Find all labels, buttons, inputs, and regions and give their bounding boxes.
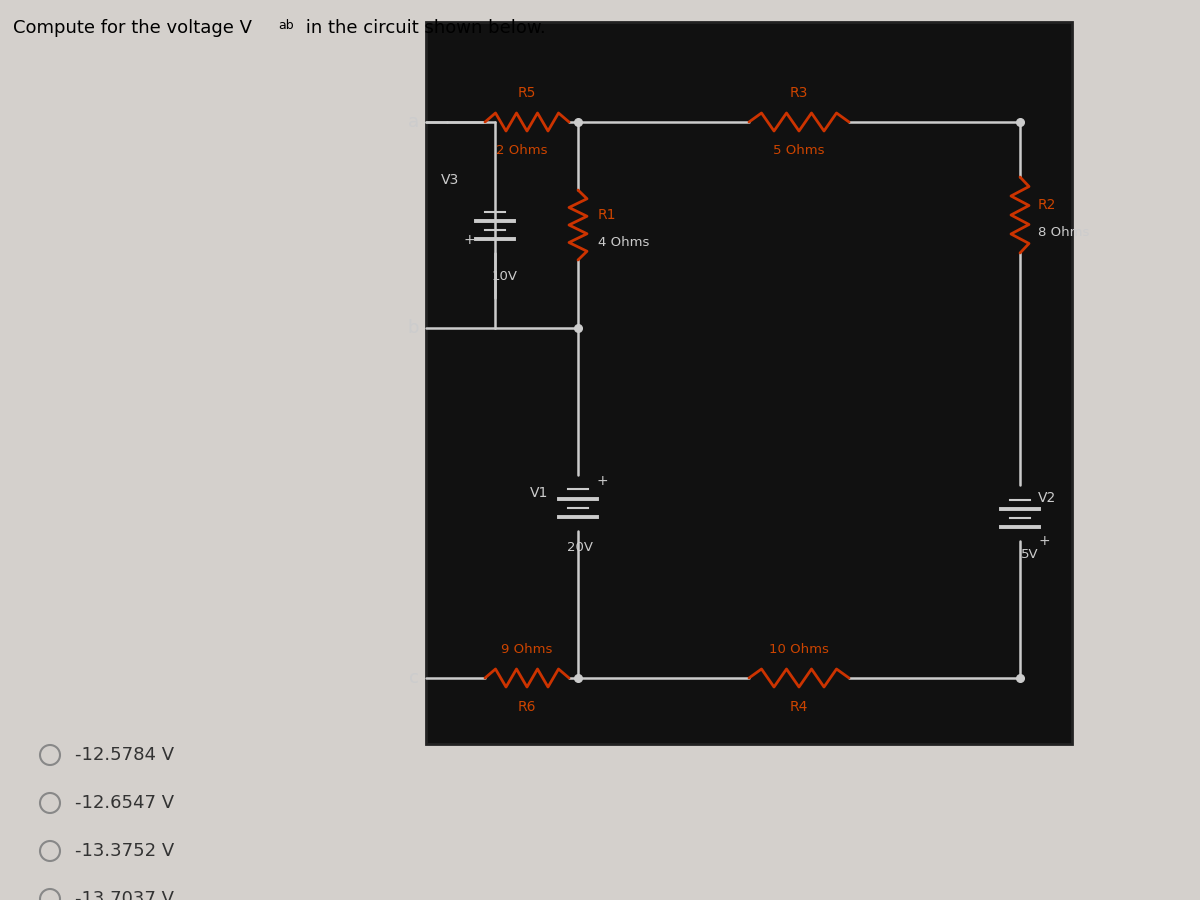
- Text: R5: R5: [518, 86, 536, 100]
- Text: -13.7037 V: -13.7037 V: [74, 890, 174, 900]
- Text: 4 Ohms: 4 Ohms: [598, 237, 649, 249]
- Text: in the circuit shown below.: in the circuit shown below.: [300, 19, 546, 37]
- Text: -12.5784 V: -12.5784 V: [74, 746, 174, 764]
- Text: 10V: 10V: [492, 270, 518, 283]
- Text: 9 Ohms: 9 Ohms: [502, 643, 553, 656]
- Text: V2: V2: [1038, 491, 1056, 505]
- Text: a: a: [408, 113, 419, 131]
- Text: R1: R1: [598, 208, 617, 222]
- Text: ab: ab: [278, 19, 294, 32]
- Text: +: +: [463, 233, 475, 247]
- Text: 20V: 20V: [568, 541, 593, 554]
- Text: V1: V1: [529, 486, 548, 500]
- Text: c: c: [409, 669, 419, 687]
- Text: R6: R6: [517, 700, 536, 714]
- Text: Compute for the voltage V: Compute for the voltage V: [13, 19, 252, 37]
- Bar: [426, 22, 1072, 744]
- Text: b: b: [408, 319, 419, 337]
- Text: 10 Ohms: 10 Ohms: [769, 643, 829, 656]
- Text: 5V: 5V: [1021, 548, 1039, 561]
- Text: R2: R2: [1038, 198, 1056, 212]
- Text: 2 Ohms: 2 Ohms: [497, 144, 547, 157]
- Text: R4: R4: [790, 700, 808, 714]
- Text: V3: V3: [440, 173, 460, 187]
- Text: 8 Ohms: 8 Ohms: [1038, 227, 1090, 239]
- Text: -13.3752 V: -13.3752 V: [74, 842, 174, 860]
- Text: +: +: [596, 474, 607, 488]
- Text: +: +: [1038, 534, 1050, 548]
- Text: R3: R3: [790, 86, 808, 100]
- Text: 5 Ohms: 5 Ohms: [773, 144, 824, 157]
- Text: -12.6547 V: -12.6547 V: [74, 794, 174, 812]
